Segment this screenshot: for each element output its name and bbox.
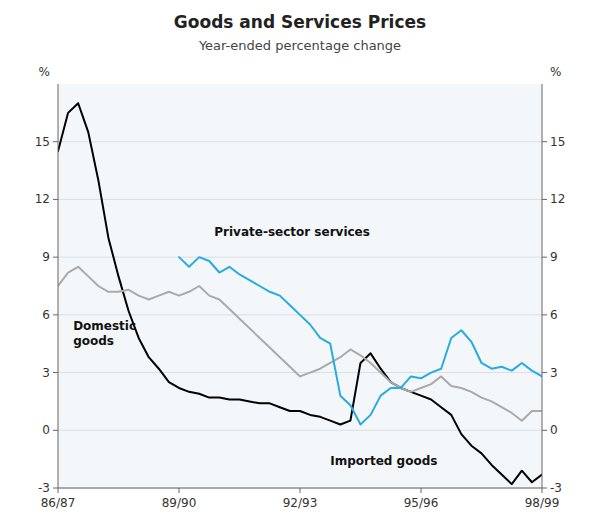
annotation-line: goods: [73, 334, 114, 348]
y-tick-label: 3: [42, 366, 50, 380]
series-line: [179, 257, 542, 424]
y2-tick: [542, 430, 547, 431]
series-line: [58, 103, 542, 484]
lines: [58, 103, 542, 484]
x-tick: [542, 488, 543, 493]
annotation-line: Imported goods: [330, 454, 437, 468]
y-tick-label: 15: [35, 135, 50, 149]
grid-line: [58, 430, 542, 431]
y2-tick: [542, 257, 547, 258]
grid-line: [58, 372, 542, 373]
x-tick-label: 98/99: [525, 496, 560, 510]
annotation: Private-sector services: [214, 225, 370, 239]
y-axis-line: [58, 84, 59, 488]
title: Goods and Services Prices: [174, 12, 426, 32]
y-tick: [53, 199, 58, 200]
y-tick: [53, 488, 58, 489]
y2-tick: [542, 141, 547, 142]
y-tick: [53, 314, 58, 315]
y2-tick-label: 6: [550, 308, 558, 322]
x-tick-label: 89/90: [162, 496, 197, 510]
y2-tick-label: 3: [550, 366, 558, 380]
x-tick: [179, 488, 180, 493]
chart: Goods and Services Prices Year-ended perc…: [0, 0, 600, 522]
y-tick-label: 6: [42, 308, 50, 322]
y-tick-label: -3: [38, 481, 50, 495]
y-tick-label: 0: [42, 423, 50, 437]
y2-tick-label: 9: [550, 250, 558, 264]
y2-tick: [542, 488, 547, 489]
grid-line: [58, 199, 542, 200]
y2-axis-label: %: [550, 65, 561, 79]
annotation: Domesticgoods: [73, 319, 136, 347]
y2-tick: [542, 372, 547, 373]
y-tick: [53, 372, 58, 373]
y2-tick: [542, 314, 547, 315]
annotation: Imported goods: [330, 454, 437, 468]
annotation-line: Private-sector services: [214, 225, 370, 239]
y-tick-label: 12: [35, 192, 50, 206]
x-tick-label: 95/96: [404, 496, 439, 510]
series-line: [58, 267, 542, 421]
x-tick: [300, 488, 301, 493]
x-tick: [58, 488, 59, 493]
x-tick: [421, 488, 422, 493]
y2-tick-label: 0: [550, 423, 558, 437]
y2-tick: [542, 199, 547, 200]
axes: 86/8789/9092/9395/9698/99-303691215-3036…: [35, 84, 566, 510]
y-axis-label: %: [39, 65, 50, 79]
x-tick-label: 86/87: [41, 496, 76, 510]
y2-tick-label: -3: [550, 481, 562, 495]
y2-tick-label: 15: [550, 135, 565, 149]
annotation-line: Domestic: [73, 319, 136, 333]
plot-area: [58, 84, 542, 488]
subtitle: Year-ended percentage change: [198, 38, 401, 53]
y-tick-label: 9: [42, 250, 50, 264]
y-tick: [53, 141, 58, 142]
x-tick-label: 92/93: [283, 496, 318, 510]
grid-line: [58, 257, 542, 258]
grid-line: [58, 141, 542, 142]
y2-tick-label: 12: [550, 192, 565, 206]
y2-axis-line: [542, 84, 543, 488]
y-tick: [53, 257, 58, 258]
annotations: Domesticgoods Private-sector services Impo…: [73, 225, 437, 468]
y-tick: [53, 430, 58, 431]
